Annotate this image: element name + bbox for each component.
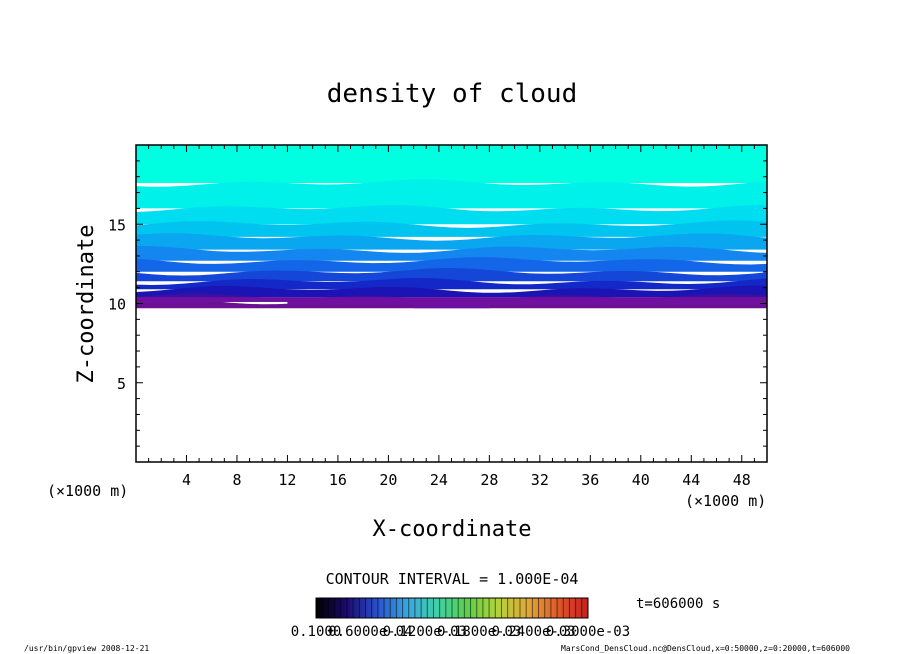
- density-band-2: [136, 204, 767, 225]
- x-tick-label: 24: [430, 471, 448, 489]
- density-band-11: [136, 298, 767, 309]
- x-tick-label: 36: [581, 471, 599, 489]
- y-axis-unit: (×1000 m): [47, 482, 128, 500]
- x-tick-label: 16: [329, 471, 347, 489]
- x-axis-label: X-coordinate: [373, 517, 532, 542]
- density-band-7: [136, 268, 767, 282]
- density-band-3: [136, 220, 767, 237]
- density-field: [136, 145, 767, 309]
- time-label: t=606000 s: [636, 596, 720, 612]
- colorbar-label: 0.1000: [291, 624, 342, 640]
- colorbar-label: 0.2400e-03: [491, 624, 575, 640]
- x-axis-unit: (×1000 m): [685, 492, 766, 510]
- x-tick-label: 12: [278, 471, 296, 489]
- x-tick-label: 44: [682, 471, 700, 489]
- y-axis: 5 10 15: [108, 160, 767, 447]
- colorbar-stripes: [321, 598, 583, 618]
- cloud-base-layer: [136, 297, 767, 309]
- density-band-5: [136, 245, 767, 261]
- y-tick-label: 15: [108, 216, 126, 234]
- colorbar-label: 0.6000e-04: [328, 624, 412, 640]
- y-axis-label: Z-coordinate: [74, 225, 99, 384]
- chart-title: density of cloud: [327, 79, 577, 109]
- density-band-9: [136, 285, 767, 298]
- colorbar-label: 0.1200e-03: [383, 624, 467, 640]
- density-band-4: [136, 233, 767, 250]
- cloud-base-edge: [136, 297, 767, 309]
- x-axis: 4 8 12 16 20 24 28 32 36 40 44 48: [148, 145, 755, 489]
- x-tick-label: 40: [632, 471, 650, 489]
- x-tick-label: 4: [182, 471, 191, 489]
- y-tick-label: 5: [117, 375, 126, 393]
- colorbar-label: 0.1800e-03: [437, 624, 521, 640]
- x-tick-label: 28: [480, 471, 498, 489]
- density-band-0: [136, 145, 767, 183]
- x-tick-label: 8: [232, 471, 241, 489]
- colorbar-labels: 0.10000.6000e-040.1200e-030.1800e-030.24…: [291, 624, 630, 640]
- density-band-6: [136, 257, 767, 272]
- x-tick-label: 20: [379, 471, 397, 489]
- density-band-8: [136, 278, 767, 290]
- x-tick-label: 32: [531, 471, 549, 489]
- x-tick-label: 48: [733, 471, 751, 489]
- y-tick-label: 10: [108, 296, 126, 314]
- colorbar-label: 0.3000e-03: [546, 624, 630, 640]
- footer-left: /usr/bin/gpview 2008-12-21: [24, 644, 149, 653]
- contour-interval: CONTOUR INTERVAL = 1.000E-04: [326, 570, 579, 588]
- footer-right: MarsCond_DensCloud.nc@DensCloud,x=0:5000…: [561, 644, 850, 653]
- density-band-1: [136, 179, 767, 209]
